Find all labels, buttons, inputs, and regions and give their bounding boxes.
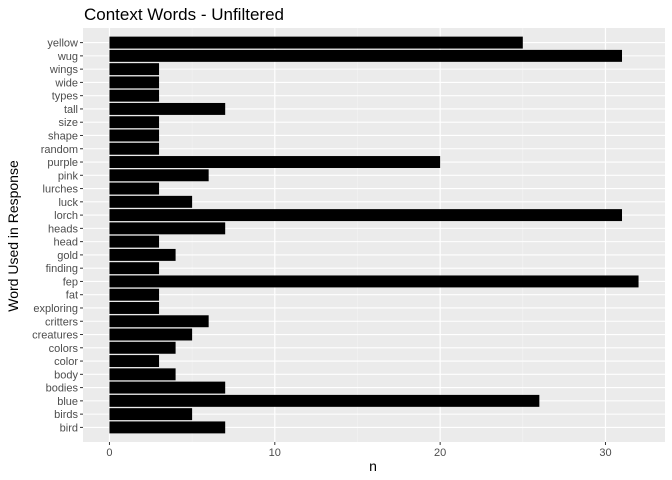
y-axis-title: Word Used in Response <box>5 160 21 312</box>
y-tick-label: size <box>58 117 78 129</box>
bar-wings <box>109 63 160 76</box>
y-tick-label: luck <box>58 197 78 209</box>
x-tick-label: 30 <box>599 447 611 459</box>
y-tick-label: colors <box>49 343 79 355</box>
y-tick-label: exploring <box>33 303 78 315</box>
bar-size <box>109 116 160 129</box>
bar-wug <box>109 49 623 62</box>
y-tick-label: lurches <box>43 184 79 196</box>
bar-birds <box>109 408 193 421</box>
y-tick-label: wide <box>54 77 78 89</box>
bar-tall <box>109 102 226 115</box>
y-tick-label: bird <box>60 422 78 434</box>
y-tick-label: bodies <box>46 383 79 395</box>
bar-yellow <box>109 36 523 49</box>
y-tick-label: pink <box>58 170 79 182</box>
y-tick-label: body <box>54 369 78 381</box>
y-tick-label: critters <box>45 316 79 328</box>
x-tick-label: 10 <box>269 447 281 459</box>
bar-types <box>109 89 160 102</box>
bar-critters <box>109 315 209 328</box>
bar-shape <box>109 129 160 142</box>
y-tick-label: creatures <box>32 330 78 342</box>
y-tick-label: color <box>54 356 78 368</box>
y-tick-label: yellow <box>47 38 78 50</box>
x-axis-title: n <box>369 458 377 474</box>
bar-luck <box>109 195 193 208</box>
bar-color <box>109 355 160 368</box>
bar-creatures <box>109 328 193 341</box>
bar-pink <box>109 169 209 182</box>
y-tick-label: blue <box>57 396 78 408</box>
bar-fat <box>109 288 160 301</box>
bar-purple <box>109 156 441 168</box>
y-tick-label: wug <box>57 51 78 63</box>
bar-body <box>109 368 176 381</box>
y-tick-label: fep <box>63 276 78 288</box>
y-tick-label: lorch <box>54 210 78 222</box>
bar-heads <box>109 222 226 235</box>
bar-colors <box>109 341 176 354</box>
y-tick-label: fat <box>66 290 78 302</box>
y-tick-label: head <box>54 237 78 249</box>
y-tick-label: random <box>41 144 78 156</box>
x-tick-label: 20 <box>434 447 446 459</box>
y-tick-label: birds <box>54 409 78 421</box>
bar-lorch <box>109 209 623 222</box>
bar-bodies <box>109 381 226 394</box>
bar-finding <box>109 262 160 275</box>
y-tick-label: purple <box>47 157 78 169</box>
y-tick-label: wings <box>49 64 79 76</box>
y-tick-label: types <box>52 91 79 103</box>
bar-exploring <box>109 302 160 314</box>
y-tick-label: gold <box>57 250 78 262</box>
y-tick-label: finding <box>46 263 78 275</box>
bar-lurches <box>109 182 160 195</box>
bar-gold <box>109 248 176 261</box>
chart-title: Context Words - Unfiltered <box>84 5 284 24</box>
bar-bird <box>109 421 226 434</box>
bar-head <box>109 235 160 248</box>
bar-random <box>109 142 160 155</box>
y-tick-label: heads <box>48 223 78 235</box>
bar-wide <box>109 76 160 89</box>
bar-blue <box>109 394 540 407</box>
plot-panel <box>83 28 665 442</box>
x-axis: 0 10 20 30 <box>106 442 612 459</box>
bar-fep <box>109 275 639 288</box>
x-tick-label: 0 <box>106 447 112 459</box>
y-tick-label: tall <box>64 104 78 116</box>
y-tick-label: shape <box>48 130 78 142</box>
bars <box>109 36 639 434</box>
